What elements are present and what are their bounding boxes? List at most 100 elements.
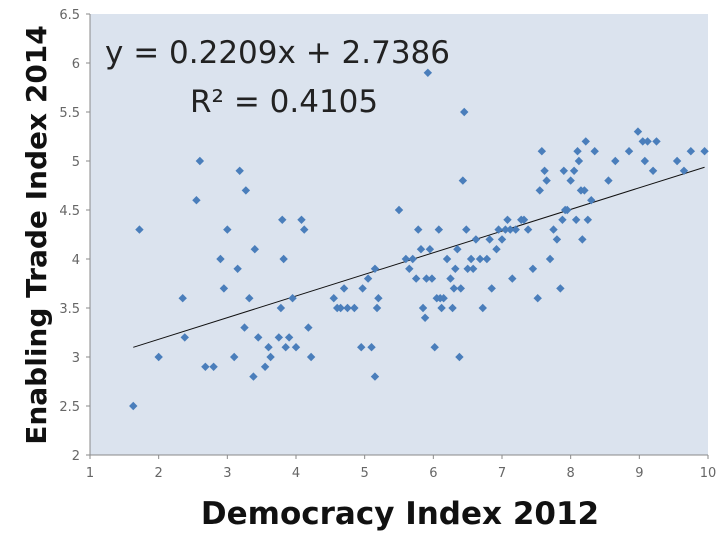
data-point: [230, 352, 239, 362]
data-point: [652, 137, 661, 146]
data-point: [556, 284, 565, 293]
data-point: [497, 235, 507, 244]
data-point: [201, 362, 210, 371]
data-point: [638, 137, 647, 146]
x-tick-label: 9: [635, 466, 643, 481]
data-point: [679, 166, 689, 175]
data-point: [306, 352, 316, 362]
data-point: [487, 284, 496, 293]
data-point: [672, 156, 682, 166]
data-point: [537, 147, 547, 156]
data-point: [648, 166, 658, 175]
data-point: [533, 294, 542, 303]
data-point: [501, 225, 510, 234]
data-point: [405, 264, 414, 273]
data-point: [416, 245, 426, 254]
data-point: [437, 303, 446, 313]
data-point: [180, 333, 189, 342]
y-tick-label: 2.5: [59, 400, 80, 415]
data-point: [394, 205, 404, 215]
data-point: [357, 343, 366, 352]
data-point: [367, 343, 376, 352]
trendline-group: [133, 166, 705, 348]
trendline-equation: y = 0.2209x + 2.7386: [105, 35, 450, 71]
x-axis-title: Democracy Index 2012: [201, 496, 599, 532]
y-tick-label: 3.5: [59, 302, 80, 317]
data-point: [372, 303, 382, 313]
data-point: [583, 215, 593, 224]
data-point: [511, 225, 520, 234]
data-point: [274, 333, 284, 342]
x-tick-label: 5: [361, 466, 369, 481]
y-tick-label: 4.5: [59, 204, 80, 219]
data-point: [374, 294, 383, 303]
data-point: [427, 274, 437, 283]
data-point: [686, 147, 696, 156]
data-point: [276, 303, 286, 313]
data-point: [336, 303, 345, 313]
x-tick-label: 6: [429, 466, 437, 481]
data-point: [411, 274, 421, 283]
data-point: [339, 284, 349, 293]
data-point: [458, 176, 468, 185]
data-point: [580, 186, 589, 195]
x-tick-label: 7: [498, 466, 506, 481]
data-point: [573, 147, 582, 156]
y-tick-label: 4: [72, 253, 80, 268]
data-point: [558, 215, 567, 224]
data-point: [571, 215, 581, 224]
data-point: [503, 215, 512, 224]
data-point: [250, 245, 259, 254]
data-point: [288, 294, 297, 303]
data-point: [494, 225, 503, 234]
data-point: [329, 294, 338, 303]
data-point: [540, 166, 549, 175]
plot-area: [90, 14, 708, 455]
data-point: [471, 235, 481, 244]
data-point: [425, 245, 435, 254]
data-point: [358, 284, 367, 293]
data-point: [216, 254, 225, 264]
y-tick-label: 6.5: [59, 8, 80, 23]
data-point: [506, 225, 515, 234]
data-point: [423, 68, 433, 77]
y-tick-label: 6: [72, 57, 80, 72]
data-point: [478, 303, 487, 313]
y-tick-label: 5: [72, 155, 80, 170]
data-point: [449, 284, 459, 293]
data-point: [604, 176, 613, 185]
data-point: [219, 284, 229, 293]
data-point: [549, 225, 558, 234]
data-point: [240, 323, 249, 332]
x-tick-label: 1: [86, 466, 94, 481]
data-point: [278, 215, 287, 224]
data-point: [574, 156, 584, 166]
data-point: [370, 264, 380, 273]
data-point: [135, 225, 144, 234]
data-point: [281, 343, 290, 352]
data-point: [420, 313, 430, 322]
data-point: [451, 264, 460, 273]
data-point: [442, 254, 452, 264]
data-point: [700, 147, 709, 156]
data-point: [422, 274, 431, 283]
x-tick-label: 8: [567, 466, 575, 481]
data-point: [249, 372, 258, 381]
data-point: [178, 294, 187, 303]
data-point: [559, 166, 568, 175]
data-point: [485, 235, 494, 244]
data-points: [129, 68, 709, 411]
x-tick-label: 2: [155, 466, 163, 481]
data-point: [264, 343, 273, 352]
data-point: [466, 254, 476, 264]
data-point: [343, 303, 352, 313]
data-point: [523, 225, 533, 234]
data-point: [418, 303, 428, 313]
data-point: [260, 362, 270, 371]
data-point: [482, 254, 492, 264]
data-point: [456, 284, 465, 293]
data-point: [408, 254, 417, 264]
data-point: [552, 235, 562, 244]
